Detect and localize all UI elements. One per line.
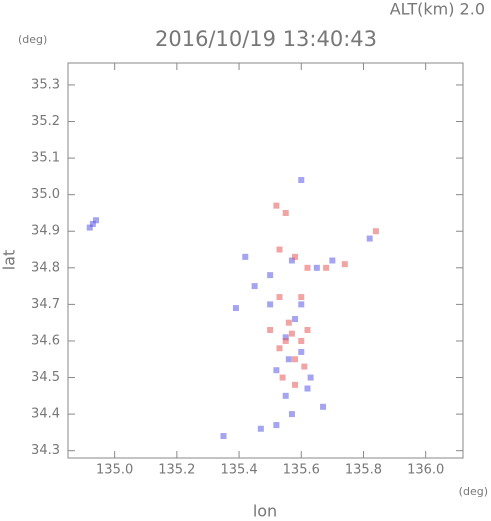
echo-point [304, 385, 311, 392]
echo-point [320, 403, 327, 410]
echo-point [220, 433, 227, 440]
chart-title: 2016/10/19 13:40:43 [155, 27, 377, 51]
y-tick-label: 34.7 [31, 297, 60, 312]
x-tick-label: 135.8 [345, 463, 382, 478]
echo-point [282, 334, 289, 341]
x-tick-label: 136.0 [407, 463, 444, 478]
echo-point [276, 246, 283, 253]
echo-point [298, 301, 305, 308]
echo-point [251, 283, 258, 290]
echo-point [267, 272, 274, 279]
echo-point [89, 220, 96, 227]
echo-point [292, 253, 299, 260]
echo-point [288, 257, 295, 264]
echo-point [366, 235, 373, 242]
echo-point [292, 316, 299, 323]
echo-point [298, 348, 305, 355]
echo-point [282, 392, 289, 399]
echo-point [292, 381, 299, 388]
y-unit: (deg) [18, 33, 47, 46]
echo-point [304, 326, 311, 333]
echo-point [86, 224, 93, 231]
echo-point [313, 264, 320, 271]
y-tick-label: 34.6 [31, 333, 60, 348]
y-tick-label: 35.0 [31, 187, 60, 202]
echo-point [304, 264, 311, 271]
echo-point [301, 363, 308, 370]
altitude-label: ALT(km) 2.0 [390, 0, 485, 19]
echo-point [282, 209, 289, 216]
x-tick-label: 135.0 [96, 463, 133, 478]
y-axis-label: lat [0, 250, 19, 271]
y-tick-label: 35.2 [31, 114, 60, 129]
y-tick-label: 34.8 [31, 260, 60, 275]
echo-point [282, 337, 289, 344]
y-tick-label: 34.3 [31, 443, 60, 458]
echo-point [298, 177, 305, 184]
x-tick-label: 135.2 [158, 463, 195, 478]
echo-point [273, 367, 280, 374]
plot-frame [67, 62, 464, 459]
y-tick-label: 35.1 [31, 151, 60, 166]
echo-point [292, 356, 299, 363]
echo-point [288, 330, 295, 337]
echo-point [232, 305, 239, 312]
echo-point [267, 326, 274, 333]
echo-point [276, 294, 283, 301]
echo-point [329, 257, 336, 264]
x-axis-label: lon [253, 502, 277, 521]
echo-point [276, 345, 283, 352]
echo-point [323, 264, 330, 271]
echo-point [285, 319, 292, 326]
echo-point [298, 337, 305, 344]
x-tick-label: 135.6 [283, 463, 320, 478]
echo-point [273, 202, 280, 209]
echo-point [279, 374, 286, 381]
echo-point [273, 422, 280, 429]
x-tick-label: 135.4 [220, 463, 257, 478]
echo-point [341, 261, 348, 268]
echo-point [267, 301, 274, 308]
y-tick-label: 35.3 [31, 77, 60, 92]
echo-point [298, 294, 305, 301]
echo-point [372, 228, 379, 235]
echo-point [285, 356, 292, 363]
x-unit: (deg) [459, 485, 488, 498]
y-tick-label: 34.5 [31, 370, 60, 385]
echo-point [288, 411, 295, 418]
echo-point [307, 374, 314, 381]
y-tick-label: 34.9 [31, 224, 60, 239]
echo-point [257, 425, 264, 432]
y-tick-label: 34.4 [31, 407, 60, 422]
echo-point [92, 217, 99, 224]
echo-point [242, 253, 249, 260]
